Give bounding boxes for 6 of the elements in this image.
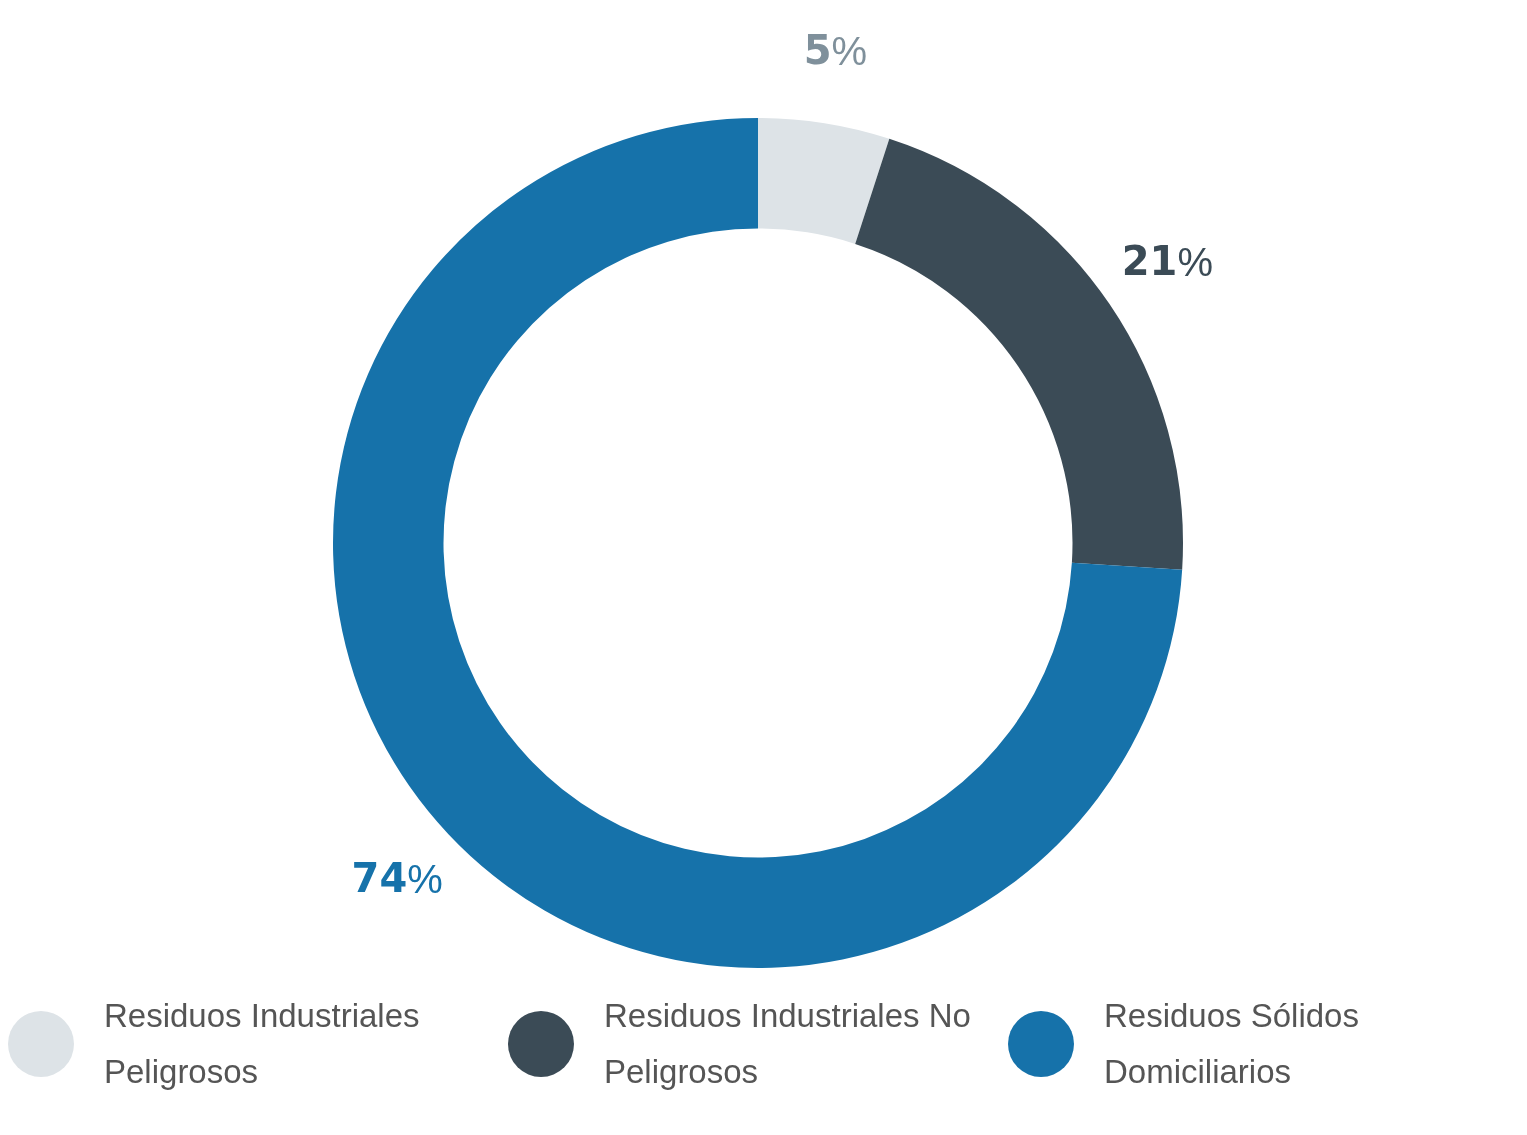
- data-label: 5%: [803, 27, 868, 74]
- data-label: 21%: [1121, 238, 1214, 285]
- legend-label: Residuos Sólidos Domiciliarios: [1104, 996, 1360, 1092]
- legend-label: Residuos Industriales Peligrosos: [104, 996, 421, 1092]
- data-label: 74%: [351, 855, 443, 902]
- legend-label: Residuos Industriales No Peligrosos: [604, 996, 972, 1092]
